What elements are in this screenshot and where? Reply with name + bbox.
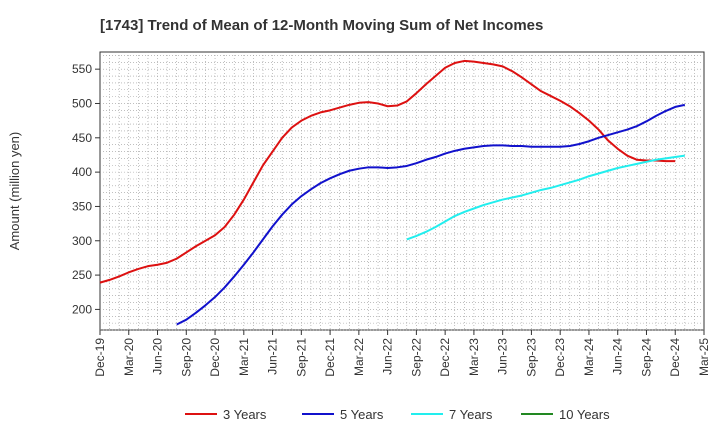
legend: 3 Years 5 Years 7 Years 10 Years [185,407,610,422]
x-tick-label: Jun-24 [611,338,625,375]
legend-label: 3 Years [223,407,267,422]
legend-label: 7 Years [449,407,493,422]
x-tick-label: Sep-22 [409,338,423,377]
legend-label: 5 Years [340,407,384,422]
x-tick-label: Jun-23 [496,338,510,375]
y-tick-label: 500 [72,96,92,110]
x-tick-label: Mar-20 [122,338,136,376]
x-tick-label: Dec-19 [93,338,107,377]
y-tick-label: 250 [72,268,92,282]
y-tick-label: 550 [72,62,92,76]
series-line-7-years [406,154,685,241]
x-tick-label: Dec-20 [208,338,222,377]
y-tick-label: 300 [72,234,92,248]
y-tick-label: 350 [72,199,92,213]
y-axis-label: Amount (million yen) [7,132,22,251]
legend-label: 10 Years [559,407,610,422]
series-lines [99,59,686,326]
x-tick-label: Mar-22 [352,338,366,376]
series-line-3-years [99,59,676,284]
y-axis-ticks: 200 250 300 350 400 450 500 550 [72,62,100,316]
x-tick-label: Mar-24 [582,338,596,376]
x-tick-label: Sep-21 [294,338,308,377]
y-tick-label: 200 [72,302,92,316]
plot-area [99,51,705,331]
chart-title: [1743] Trend of Mean of 12-Month Moving … [100,17,543,34]
x-tick-label: Jun-21 [266,338,280,375]
series-line-5-years [176,103,686,326]
x-tick-label: Mar-25 [697,338,711,376]
x-tick-label: Dec-22 [438,338,452,377]
gridlines [100,52,704,331]
x-tick-label: Dec-21 [323,338,337,377]
y-tick-label: 450 [72,131,92,145]
x-tick-label: Sep-20 [179,338,193,377]
x-tick-label: Sep-24 [639,338,653,377]
x-axis-ticks: Dec-19 Mar-20 Jun-20 Sep-20 Dec-20 Mar-21 Jun-… [93,330,711,377]
x-tick-label: Jun-22 [381,338,395,375]
y-tick-label: 400 [72,165,92,179]
x-tick-label: Mar-23 [467,338,481,376]
x-tick-label: Dec-23 [553,338,567,377]
x-tick-label: Mar-21 [237,338,251,376]
x-tick-label: Jun-20 [151,338,165,375]
x-tick-label: Dec-24 [668,338,682,377]
x-tick-label: Sep-23 [524,338,538,377]
